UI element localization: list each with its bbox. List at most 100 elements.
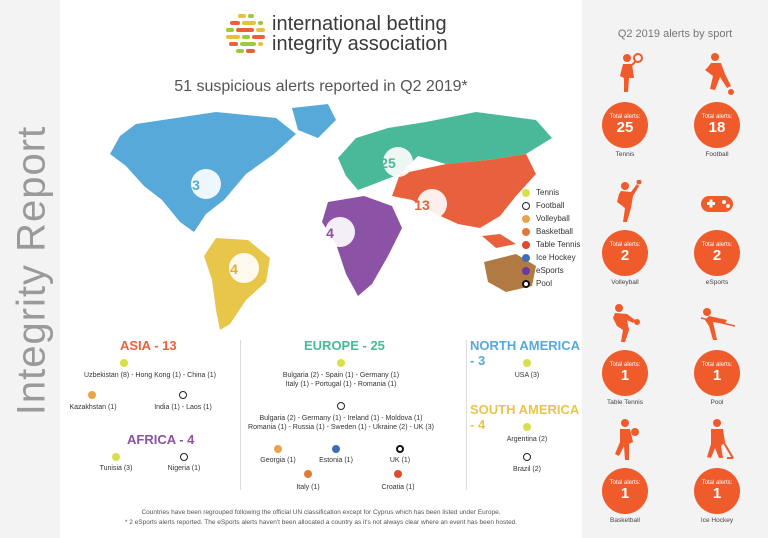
- volleyball-icon: [88, 391, 96, 399]
- total-alerts-value: 1: [712, 485, 722, 502]
- russia-region: [418, 112, 552, 164]
- north-america-title: NORTH AMERICA - 3: [470, 338, 580, 368]
- total-alerts-value: 1: [620, 367, 630, 384]
- sport-panel: Q2 2019 alerts by sport Total alerts: 25 T…: [582, 0, 768, 538]
- sport-name: Ice Hockey: [700, 517, 734, 524]
- europe-basketball-list: Italy (1): [296, 484, 320, 491]
- football-icon: [522, 201, 530, 210]
- europe-icehockey-list: Estonia (1): [319, 457, 353, 464]
- table-tennis-player-icon: [605, 300, 645, 344]
- legend-item: Basketball: [522, 225, 580, 238]
- basketball-icon: [304, 470, 312, 478]
- europe-tabletennis-list: Croatia (1): [381, 484, 415, 491]
- sport-panel-title: Q2 2019 alerts by sport: [617, 28, 733, 40]
- greenland-region: [292, 104, 336, 138]
- main-panel: international betting integrity associat…: [60, 0, 582, 538]
- tennis-ball-icon: [120, 359, 128, 367]
- tennis-ball-icon: [523, 423, 531, 431]
- asia-football-list: India (1) - Laos (1): [154, 404, 212, 411]
- total-alerts-label: Total alerts:: [701, 362, 733, 368]
- total-alerts-label: Total alerts:: [609, 362, 641, 368]
- sport-name: Basketball: [610, 517, 640, 524]
- pool-player-icon: [697, 300, 737, 344]
- divider: [466, 340, 467, 490]
- total-alerts-circle: Total alerts: 2: [694, 230, 740, 276]
- sport-card: Total alerts: 18 Football: [687, 52, 747, 158]
- football-player-icon: [697, 52, 737, 96]
- headline: 51 suspicious alerts reported in Q2 2019…: [174, 78, 468, 95]
- football-icon: [179, 391, 187, 399]
- south-america-football-list: Brazil (2): [512, 466, 541, 473]
- south-america-region: [204, 238, 270, 330]
- legend-item: Table Tennis: [522, 238, 580, 251]
- sport-card: Total alerts: 1 Basketball: [595, 418, 655, 524]
- volleyball-player-icon: [605, 179, 645, 224]
- legend-item: Volleyball: [522, 212, 580, 225]
- total-alerts-circle: Total alerts: 2: [602, 230, 648, 276]
- africa-region: [322, 196, 402, 296]
- total-alerts-circle: Total alerts: 25: [602, 102, 648, 148]
- football-icon: [523, 453, 531, 461]
- side-title: Integrity Report: [9, 125, 54, 416]
- asia-title: ASIA - 13: [120, 338, 177, 353]
- africa-football-list: Nigeria (1): [167, 465, 201, 472]
- tennis-player-icon: [605, 52, 645, 96]
- legend-label: Basketball: [536, 227, 573, 236]
- sport-card: Total alerts: 1 Table Tennis: [595, 300, 655, 406]
- north-america-count: 3: [192, 177, 200, 193]
- legend-label: Table Tennis: [536, 240, 581, 249]
- ice-hockey-player-icon: [697, 418, 737, 462]
- basketball-icon: [522, 227, 530, 236]
- asia-tennis-list: Uzbekistan (8) - Hong Kong (1) - China (…: [84, 372, 216, 379]
- north-america-tennis-list: USA (3): [514, 372, 540, 379]
- sport-name: Table Tennis: [606, 399, 644, 406]
- south-america-count: 4: [230, 261, 238, 277]
- volleyball-icon: [522, 214, 530, 223]
- total-alerts-value: 25: [616, 119, 634, 136]
- legend-item: Tennis: [522, 186, 580, 199]
- europe-football-line-1: Bulgaria (2) - Germany (1) - Ireland (1)…: [259, 415, 423, 422]
- africa-title: AFRICA - 4: [127, 432, 195, 447]
- logo-mark-icon: [226, 14, 265, 53]
- table-tennis-icon: [394, 470, 402, 478]
- sport-card: Total alerts: 2 eSports: [687, 180, 747, 286]
- total-alerts-label: Total alerts:: [701, 480, 733, 486]
- south-america-title: SOUTH AMERICA - 4: [470, 402, 579, 432]
- sport-card: Total alerts: 2 Volleyball: [595, 179, 655, 286]
- footnote-2: * 2 eSports alerts reported. The eSports…: [124, 519, 518, 526]
- legend-label: Football: [536, 201, 565, 210]
- table-tennis-icon: [522, 240, 530, 249]
- asia-volleyball-list: Kazakhstan (1): [69, 404, 117, 411]
- legend-label: Volleyball: [536, 214, 570, 223]
- tennis-ball-icon: [523, 359, 531, 367]
- football-icon: [337, 402, 345, 410]
- legend-item: Football: [522, 199, 580, 212]
- ice-hockey-puck-icon: [522, 253, 530, 262]
- legend-item: Ice Hockey: [522, 251, 580, 264]
- legend-label: Tennis: [536, 188, 560, 197]
- total-alerts-label: Total alerts:: [701, 114, 733, 120]
- total-alerts-label: Total alerts:: [609, 480, 641, 486]
- sport-name: Pool: [710, 399, 724, 406]
- total-alerts-value: 2: [712, 247, 722, 264]
- volleyball-icon: [274, 445, 282, 453]
- total-alerts-label: Total alerts:: [701, 242, 733, 248]
- gamepad-icon: [522, 266, 530, 275]
- asia-region: [392, 154, 536, 228]
- europe-title: EUROPE - 25: [304, 338, 385, 353]
- sport-name: Volleyball: [611, 279, 639, 286]
- legend-label: Pool: [536, 279, 553, 288]
- sport-name: eSports: [705, 279, 729, 286]
- legend-item: eSports: [522, 264, 580, 277]
- europe-tennis-line-2: Italy (1) - Portugal (1) - Romania (1): [285, 381, 397, 388]
- side-panel: Integrity Report: [0, 0, 60, 538]
- europe-pool-list: UK (1): [389, 457, 411, 464]
- legend-label: Ice Hockey: [536, 253, 576, 262]
- sport-name: Football: [705, 151, 729, 158]
- basketball-player-icon: [605, 418, 645, 462]
- africa-count: 4: [326, 225, 334, 241]
- tennis-ball-icon: [522, 188, 530, 197]
- south-america-tennis-list: Argentina (2): [506, 436, 548, 443]
- footnote-1: Countries have been regrouped following …: [141, 509, 501, 516]
- logo-text: international betting integrity associat…: [272, 14, 448, 54]
